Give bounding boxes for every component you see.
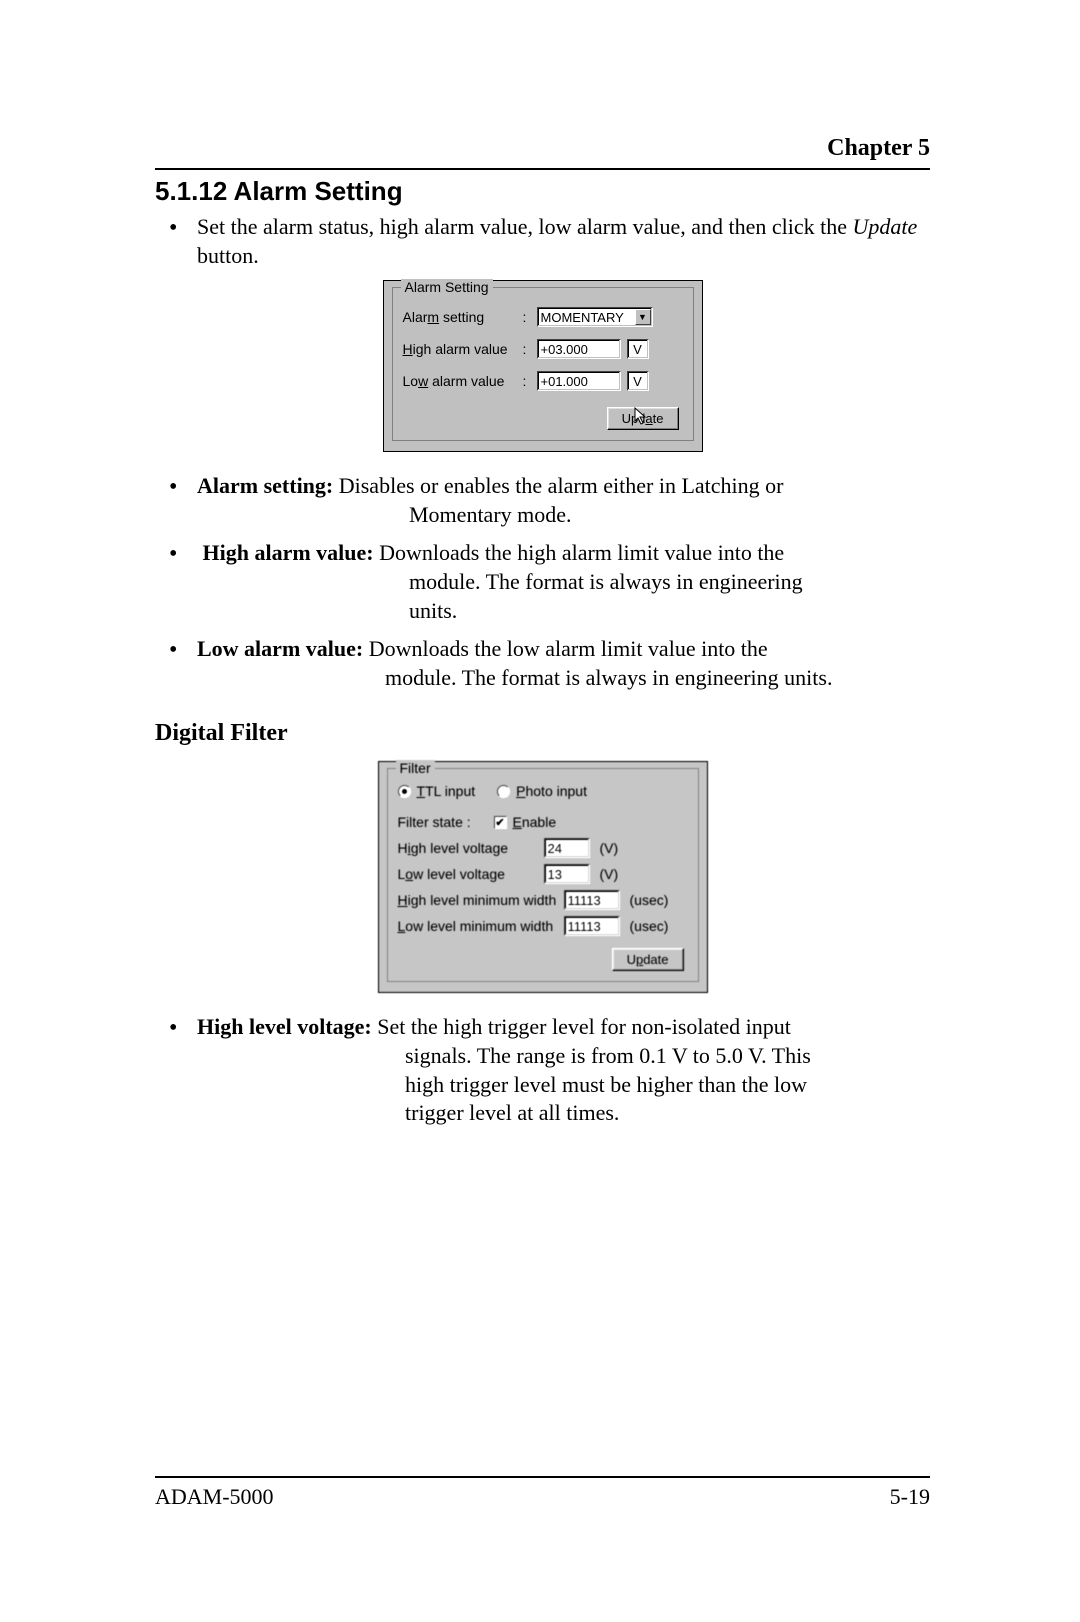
enable-label: Enable	[513, 814, 557, 830]
section-title-filter: Digital Filter	[155, 720, 930, 747]
low-alarm-row: Low alarm value : +01.000 V	[403, 368, 683, 394]
low-width-label: Low level minimum width	[398, 918, 564, 934]
high-alarm-label: High alarm value	[403, 341, 523, 357]
page-footer: ADAM-5000 5-19	[155, 1476, 930, 1510]
intro-list: Set the alarm status, high alarm value, …	[155, 213, 930, 270]
alarm-setting-value: MOMENTARY	[541, 310, 624, 325]
def3-text: Downloads the low alarm limit value into…	[363, 636, 767, 661]
filter-groupbox: Filter TTL input Photo input Filter stat…	[387, 768, 699, 982]
hlv-t1: Set the high trigger level for non-isola…	[372, 1014, 791, 1039]
alarm-groupbox-title: Alarm Setting	[401, 279, 493, 295]
high-width-input[interactable]: 11113	[564, 890, 620, 910]
update-button[interactable]: Update	[607, 407, 679, 430]
filter-update-button[interactable]: Update	[612, 948, 684, 971]
low-width-row: Low level minimum width 11113 (usec)	[398, 913, 688, 939]
alarm-setting-combo[interactable]: MOMENTARY ▼	[537, 307, 653, 327]
high-width-row: High level minimum width 11113 (usec)	[398, 887, 688, 913]
def2-term: High alarm value:	[203, 540, 374, 565]
photo-label: Photo input	[516, 783, 587, 799]
hlv-c3: trigger level at all times.	[197, 1099, 930, 1128]
colon: :	[523, 373, 537, 389]
colon: :	[523, 309, 537, 325]
high-voltage-label: High level voltage	[398, 840, 544, 856]
low-voltage-row: Low level voltage 13 (V)	[398, 861, 688, 887]
colon: :	[523, 341, 537, 357]
high-voltage-input[interactable]: 24	[544, 838, 590, 858]
alarm-definitions: Alarm setting: Disables or enables the a…	[155, 472, 930, 692]
alarm-setting-label: Alarm setting	[403, 309, 523, 325]
def2-cont2: units.	[197, 597, 930, 626]
filter-state-label: Filter state :	[398, 814, 494, 830]
def-high-level-voltage: High level voltage: Set the high trigger…	[197, 1013, 930, 1127]
filter-state-row: Filter state : ✔ Enable	[398, 809, 688, 835]
def3-cont: module. The format is always in engineer…	[197, 664, 930, 693]
low-alarm-value: +01.000	[541, 374, 588, 389]
def1-term: Alarm setting:	[197, 473, 333, 498]
update-button-row: Update	[607, 407, 679, 430]
intro-text-c: button.	[197, 243, 259, 268]
input-type-row: TTL input Photo input	[398, 783, 688, 799]
hlv-c1: signals. The range is from 0.1 V to 5.0 …	[197, 1042, 930, 1071]
high-width-unit: (usec)	[630, 892, 669, 908]
low-width-value: 11113	[568, 919, 601, 934]
page-content: Chapter 5 5.1.12 Alarm Setting Set the a…	[155, 135, 930, 1502]
alarm-groupbox: Alarm Setting Alarm setting : MOMENTARY …	[392, 287, 694, 441]
def-high-alarm: High alarm value: Downloads the high ala…	[197, 539, 930, 625]
low-alarm-unit: V	[627, 371, 649, 391]
filter-dialog-wrap: Filter TTL input Photo input Filter stat…	[155, 761, 930, 993]
radio-icon	[497, 785, 510, 798]
chapter-label: Chapter 5	[827, 135, 930, 162]
intro-item: Set the alarm status, high alarm value, …	[197, 213, 930, 270]
high-voltage-value: 24	[548, 841, 562, 856]
alarm-setting-dialog: Alarm Setting Alarm setting : MOMENTARY …	[383, 280, 703, 452]
radio-selected-icon	[398, 785, 411, 798]
alarm-dialog-wrap: Alarm Setting Alarm setting : MOMENTARY …	[155, 280, 930, 452]
filter-definitions: High level voltage: Set the high trigger…	[155, 1013, 930, 1127]
footer-left: ADAM-5000	[155, 1484, 274, 1510]
low-voltage-label: Low level voltage	[398, 866, 544, 882]
low-width-input[interactable]: 11113	[564, 916, 620, 936]
high-alarm-unit: V	[627, 339, 649, 359]
high-voltage-row: High level voltage 24 (V)	[398, 835, 688, 861]
section-title-alarm: 5.1.12 Alarm Setting	[155, 176, 930, 207]
ttl-input-radio[interactable]: TTL input	[398, 783, 476, 799]
high-width-value: 11113	[568, 893, 601, 908]
high-alarm-row: High alarm value : +03.000 V	[403, 336, 683, 362]
def3-term: Low alarm value:	[197, 636, 363, 661]
high-alarm-input[interactable]: +03.000	[537, 339, 621, 359]
def2-text: Downloads the high alarm limit value int…	[374, 540, 785, 565]
low-width-unit: (usec)	[630, 918, 669, 934]
low-voltage-unit: (V)	[600, 866, 619, 882]
def-alarm-setting: Alarm setting: Disables or enables the a…	[197, 472, 930, 529]
filter-update-row: Update	[612, 948, 684, 971]
intro-text-a: Set the alarm status, high alarm value, …	[197, 214, 853, 239]
filter-dialog: Filter TTL input Photo input Filter stat…	[378, 761, 708, 993]
footer-right: 5-19	[890, 1484, 930, 1510]
alarm-setting-row: Alarm setting : MOMENTARY ▼	[403, 304, 683, 330]
low-voltage-value: 13	[548, 867, 562, 882]
intro-update-word: Update	[853, 214, 918, 239]
high-voltage-unit: (V)	[600, 840, 619, 856]
chevron-down-icon[interactable]: ▼	[635, 309, 651, 325]
hlv-term: High level voltage:	[197, 1014, 372, 1039]
def-low-alarm: Low alarm value: Downloads the low alarm…	[197, 635, 930, 692]
enable-checkbox[interactable]: ✔	[494, 816, 507, 829]
ttl-label: TTL input	[417, 783, 476, 799]
def1-text: Disables or enables the alarm either in …	[333, 473, 783, 498]
def1-cont: Momentary mode.	[197, 501, 930, 530]
low-voltage-input[interactable]: 13	[544, 864, 590, 884]
high-alarm-value: +03.000	[541, 342, 588, 357]
def2-cont1: module. The format is always in engineer…	[197, 568, 930, 597]
header-bar: Chapter 5	[155, 135, 930, 170]
low-alarm-label: Low alarm value	[403, 373, 523, 389]
photo-input-radio[interactable]: Photo input	[497, 783, 587, 799]
high-width-label: High level minimum width	[398, 892, 564, 908]
low-alarm-input[interactable]: +01.000	[537, 371, 621, 391]
filter-groupbox-title: Filter	[396, 760, 435, 776]
hlv-c2: high trigger level must be higher than t…	[197, 1071, 930, 1100]
